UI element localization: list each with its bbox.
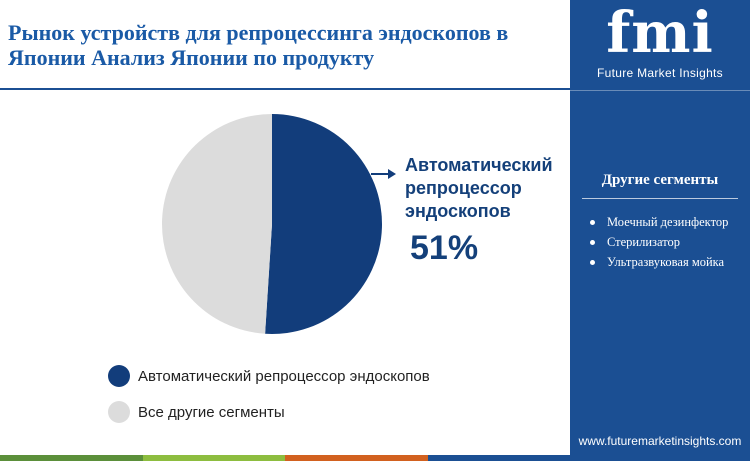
chart-legend: Автоматический репроцессор эндоскопов Вс… xyxy=(108,364,430,436)
other-segment-label: Ультразвуковая мойка xyxy=(607,254,725,269)
legend-swatch xyxy=(108,401,130,423)
highlight-label-line-3: эндоскопов xyxy=(405,201,511,221)
bottom-bar-segment xyxy=(427,455,570,461)
bullet-icon xyxy=(590,259,595,265)
list-item: Ультразвуковая мойка xyxy=(590,252,750,272)
bottom-bar-segment xyxy=(0,455,143,461)
list-item: Стерилизатор xyxy=(590,232,750,252)
fmi-logo: fmi Future Market Insights xyxy=(570,2,750,84)
other-segments-divider xyxy=(582,198,738,199)
highlight-label: Автоматический репроцессор эндоскопов xyxy=(405,154,565,223)
highlight-label-line-2: репроцессор xyxy=(405,178,522,198)
other-segment-label: Моечный дезинфектор xyxy=(607,214,729,229)
bottom-bar-segment xyxy=(142,455,285,461)
sidebar: fmi Future Market Insights Другие сегмен… xyxy=(570,0,750,461)
legend-item-automatic-reprocessor: Автоматический репроцессор эндоскопов xyxy=(108,364,430,388)
title-divider xyxy=(0,88,570,90)
highlight-value: 51% xyxy=(410,229,479,267)
bottom-bar-segment xyxy=(285,455,428,461)
main-panel: Рынок устройств для репроцессинга эндоск… xyxy=(0,20,570,461)
legend-label: Автоматический репроцессор эндоскопов xyxy=(138,367,430,385)
legend-swatch xyxy=(108,365,130,387)
legend-item-other-segments: Все другие сегменты xyxy=(108,400,430,424)
list-item: Моечный дезинфектор xyxy=(590,212,750,232)
bullet-icon xyxy=(590,219,595,225)
pie-chart xyxy=(162,114,396,335)
title-line-1: Рынок устройств для репроцессинга эндоск… xyxy=(8,20,509,45)
other-segments-list: Моечный дезинфектор Стерилизатор Ультраз… xyxy=(590,212,750,272)
bullet-icon xyxy=(590,239,595,245)
sidebar-divider xyxy=(570,90,750,91)
bottom-color-bar xyxy=(0,455,570,461)
logo-letters: fmi xyxy=(606,0,714,66)
title-line-2: Японии Анализ Японии по продукту xyxy=(8,45,375,70)
pie-slice-1 xyxy=(162,114,272,334)
website-link[interactable]: www.futuremarketinsights.com xyxy=(578,434,742,448)
other-segments-title: Другие сегменты xyxy=(601,172,719,188)
highlight-label-line-1: Автоматический xyxy=(405,155,553,175)
page-title: Рынок устройств для репроцессинга эндоск… xyxy=(8,20,563,70)
callout-arrow-head xyxy=(388,169,396,179)
legend-label: Все другие сегменты xyxy=(138,403,285,421)
pie-slice-0 xyxy=(265,114,383,335)
logo-name: Future Market Insights xyxy=(597,66,723,80)
other-segment-label: Стерилизатор xyxy=(607,234,681,249)
